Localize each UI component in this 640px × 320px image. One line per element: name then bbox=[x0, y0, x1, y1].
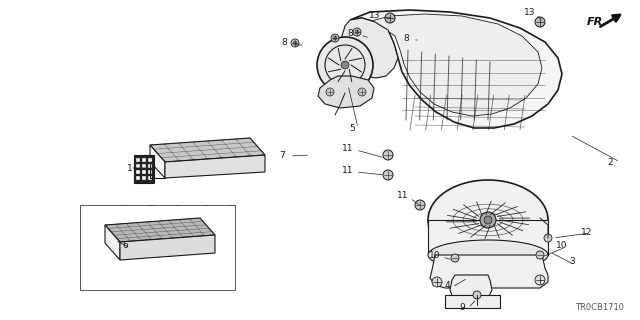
Polygon shape bbox=[105, 225, 120, 260]
Circle shape bbox=[331, 34, 339, 42]
Circle shape bbox=[353, 28, 361, 36]
Polygon shape bbox=[318, 76, 374, 108]
Text: 7: 7 bbox=[279, 150, 285, 159]
Polygon shape bbox=[150, 138, 265, 162]
Circle shape bbox=[451, 254, 459, 262]
Circle shape bbox=[535, 17, 545, 27]
Bar bbox=[142, 176, 146, 180]
Text: 13: 13 bbox=[369, 11, 381, 20]
Circle shape bbox=[473, 291, 481, 299]
Text: 5: 5 bbox=[349, 124, 355, 132]
Bar bbox=[148, 158, 152, 162]
Text: 11: 11 bbox=[342, 143, 354, 153]
Text: 10: 10 bbox=[556, 241, 568, 250]
Text: 1: 1 bbox=[127, 164, 133, 172]
Circle shape bbox=[535, 275, 545, 285]
Bar bbox=[136, 176, 140, 180]
Bar bbox=[148, 170, 152, 174]
Circle shape bbox=[326, 88, 334, 96]
Text: 8: 8 bbox=[281, 37, 287, 46]
Text: 13: 13 bbox=[524, 7, 536, 17]
Ellipse shape bbox=[428, 240, 548, 270]
Circle shape bbox=[536, 251, 544, 259]
Text: 4: 4 bbox=[444, 281, 450, 290]
Text: 11: 11 bbox=[397, 190, 409, 199]
Circle shape bbox=[341, 61, 349, 69]
Polygon shape bbox=[445, 295, 500, 308]
Circle shape bbox=[317, 37, 373, 93]
Text: 8: 8 bbox=[347, 28, 353, 37]
Circle shape bbox=[355, 30, 359, 34]
Bar bbox=[142, 164, 146, 168]
Polygon shape bbox=[350, 10, 562, 128]
Text: 8: 8 bbox=[403, 34, 409, 43]
Bar bbox=[148, 164, 152, 168]
Circle shape bbox=[415, 200, 425, 210]
Circle shape bbox=[385, 13, 395, 23]
Polygon shape bbox=[150, 145, 165, 178]
Circle shape bbox=[383, 170, 393, 180]
Circle shape bbox=[544, 234, 552, 242]
Polygon shape bbox=[120, 235, 215, 260]
Circle shape bbox=[383, 150, 393, 160]
Circle shape bbox=[293, 41, 297, 45]
Circle shape bbox=[432, 277, 442, 287]
Text: 10: 10 bbox=[429, 251, 441, 260]
Polygon shape bbox=[428, 220, 548, 255]
Bar bbox=[142, 170, 146, 174]
Circle shape bbox=[480, 212, 496, 228]
Polygon shape bbox=[430, 255, 548, 288]
Ellipse shape bbox=[428, 180, 548, 260]
Text: TR0CB1710: TR0CB1710 bbox=[575, 303, 624, 312]
Bar bbox=[80, 205, 235, 290]
Bar bbox=[142, 158, 146, 162]
Text: 9: 9 bbox=[459, 302, 465, 311]
Circle shape bbox=[484, 216, 492, 224]
Polygon shape bbox=[342, 18, 398, 78]
Polygon shape bbox=[165, 155, 265, 178]
Circle shape bbox=[333, 36, 337, 40]
Polygon shape bbox=[360, 14, 542, 116]
Polygon shape bbox=[105, 218, 215, 242]
Bar bbox=[136, 158, 140, 162]
Text: 6: 6 bbox=[122, 241, 128, 250]
Polygon shape bbox=[134, 155, 154, 183]
Polygon shape bbox=[450, 275, 492, 302]
Text: 3: 3 bbox=[569, 258, 575, 267]
Circle shape bbox=[358, 88, 366, 96]
Text: 12: 12 bbox=[581, 228, 593, 236]
Bar bbox=[136, 170, 140, 174]
Text: 2: 2 bbox=[607, 157, 613, 166]
Circle shape bbox=[291, 39, 299, 47]
Bar bbox=[148, 176, 152, 180]
Text: 11: 11 bbox=[342, 165, 354, 174]
Bar bbox=[136, 164, 140, 168]
Text: FR.: FR. bbox=[587, 17, 608, 27]
